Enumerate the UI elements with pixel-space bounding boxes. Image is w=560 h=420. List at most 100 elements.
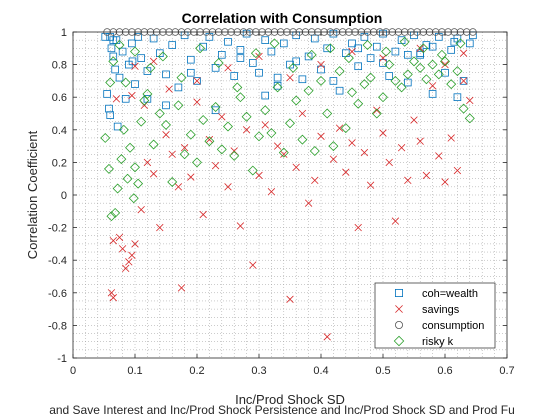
data-point: [390, 75, 401, 86]
data-point: [148, 139, 159, 150]
y-tick-label: 0.6: [52, 92, 67, 104]
data-point: [441, 178, 449, 186]
legend-entry: risky k: [422, 336, 454, 348]
data-point: [216, 144, 227, 155]
legend-marker: [395, 305, 403, 313]
data-point: [378, 92, 388, 103]
data-point: [288, 62, 299, 73]
data-point: [322, 108, 333, 119]
data-point: [211, 161, 220, 170]
data-point: [224, 37, 232, 46]
data-point: [106, 211, 117, 222]
data-point: [232, 82, 243, 93]
data-point: [446, 79, 457, 90]
data-point: [329, 155, 338, 163]
data-point: [187, 173, 195, 181]
data-point: [421, 74, 432, 85]
series-coh-wealth: [101, 29, 477, 131]
y-tick-label: 0.4: [52, 125, 67, 137]
series-risky-k: [100, 36, 475, 222]
data-point: [179, 149, 190, 160]
data-point: [162, 101, 170, 110]
data-point: [100, 132, 111, 143]
data-point: [379, 129, 387, 137]
data-point: [133, 178, 144, 189]
data-point: [242, 126, 251, 134]
data-point: [261, 36, 269, 44]
x-tick-label: 0.6: [437, 365, 452, 377]
data-point: [298, 109, 307, 118]
data-point: [298, 75, 307, 84]
data-point: [372, 42, 381, 51]
legend: coh=wealth savings consumption risky k: [374, 282, 496, 349]
data-point: [328, 141, 339, 152]
data-point: [447, 134, 455, 142]
chart-title: Correlation with Consumption: [182, 10, 383, 26]
data-point: [235, 92, 246, 103]
data-point: [195, 43, 206, 54]
data-point: [128, 91, 136, 100]
data-point: [343, 53, 354, 64]
data-point: [273, 142, 282, 150]
y-tick-label: -0.2: [48, 223, 67, 235]
data-point: [304, 199, 313, 207]
data-point: [317, 65, 325, 74]
data-point: [128, 193, 139, 204]
x-tick-label: 0.3: [251, 365, 266, 377]
x-tick-label: 0.1: [127, 365, 142, 377]
data-point: [130, 162, 140, 173]
data-point: [311, 176, 319, 185]
data-point: [108, 56, 119, 67]
data-point: [384, 59, 395, 70]
data-point: [427, 59, 438, 70]
data-point: [186, 68, 195, 77]
data-point: [323, 333, 331, 341]
data-point: [167, 176, 178, 187]
data-point: [101, 33, 110, 41]
data-point: [261, 91, 269, 100]
data-point: [362, 40, 373, 51]
data-point: [118, 47, 127, 56]
data-point: [347, 87, 357, 98]
data-point: [204, 136, 215, 147]
data-point: [106, 111, 115, 119]
y-tick-label: 0.2: [52, 157, 67, 169]
data-point: [297, 134, 308, 145]
data-point: [224, 183, 232, 191]
data-point: [360, 148, 369, 157]
data-point: [130, 46, 140, 57]
data-point: [107, 289, 116, 297]
data-point: [122, 264, 130, 273]
data-point: [366, 181, 375, 189]
legend-marker: [393, 335, 405, 347]
data-point: [428, 42, 437, 51]
data-point: [348, 47, 356, 56]
data-point: [186, 55, 195, 64]
data-point: [109, 236, 117, 245]
x-tick-label: 0.7: [499, 365, 514, 377]
data-point: [453, 93, 462, 102]
data-point: [317, 60, 325, 69]
y-tick-label: 0: [61, 190, 67, 202]
data-point: [180, 144, 189, 152]
data-point: [340, 123, 351, 134]
data-point: [116, 154, 127, 165]
data-point: [210, 101, 221, 112]
data-point: [211, 106, 220, 115]
data-point: [385, 158, 393, 167]
data-point: [131, 80, 139, 88]
data-point: [255, 52, 263, 61]
data-point: [291, 95, 302, 106]
data-point: [373, 106, 381, 114]
series-savings: [107, 44, 474, 341]
data-point: [241, 111, 252, 122]
x-tick-label: 0.2: [189, 365, 204, 377]
data-point: [278, 147, 289, 158]
data-point: [112, 95, 121, 103]
data-point: [334, 66, 345, 77]
data-point: [192, 157, 202, 168]
legend-entry: coh=wealth: [422, 288, 478, 300]
data-point: [217, 51, 226, 59]
data-point: [131, 240, 139, 248]
data-point: [465, 39, 474, 48]
